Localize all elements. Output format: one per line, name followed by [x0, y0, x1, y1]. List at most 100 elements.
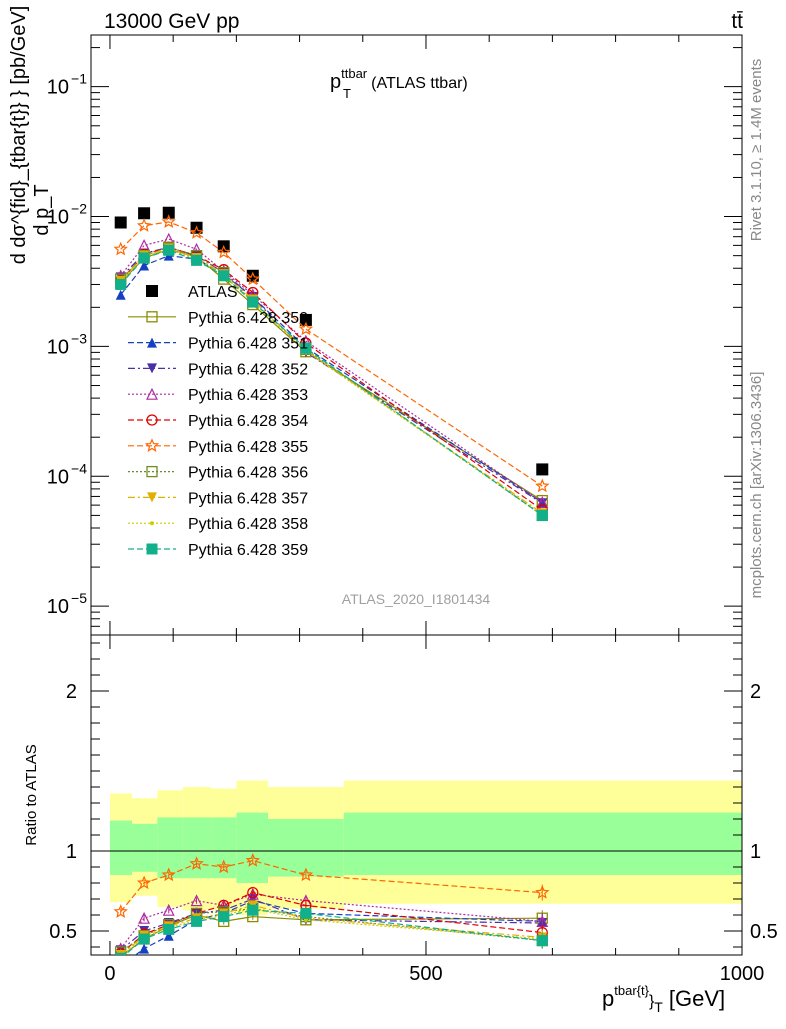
legend: ATLAS Pythia 6.428 350 Pythia 6.428 351 Pyt…	[128, 284, 308, 559]
data-point	[216, 244, 231, 259]
data-point	[299, 313, 312, 326]
ratio-series-line	[120, 891, 543, 954]
ratio-bands	[109, 780, 742, 915]
legend-label: Pythia 6.428 353	[188, 387, 308, 404]
ratio-data-point	[298, 867, 314, 882]
ratio-series-line	[121, 907, 543, 955]
ratio-series-line	[120, 898, 543, 951]
legend-label: Pythia 6.428 355	[188, 439, 308, 456]
ratio-data-point	[190, 894, 203, 907]
series-line	[120, 249, 543, 516]
ratio-y-axis-label: Ratio to ATLAS	[23, 744, 40, 845]
series-line	[120, 247, 543, 514]
header-left: 13000 GeV pp	[104, 10, 239, 33]
y-tick-label: 10 −2	[47, 201, 87, 229]
data-point	[247, 296, 259, 308]
ratio-data-point	[247, 904, 259, 916]
x-axis-label: ptbar{t}}T [GeV]	[602, 983, 725, 1015]
x-axis-label-unit: [GeV]	[669, 986, 725, 1011]
ratio-series-pythia-6-428-357	[115, 900, 548, 955]
data-point	[535, 478, 550, 493]
data-point	[163, 244, 175, 256]
ratio-data-point	[536, 935, 548, 947]
data-point	[300, 342, 312, 354]
ratio-data-point	[245, 853, 260, 867]
ratio-y-tick-label-left: 2	[66, 681, 77, 703]
data-point	[114, 216, 127, 229]
series-line	[120, 248, 543, 515]
ratio-y-tick-label-right: 2	[750, 681, 761, 703]
ratio-data-point	[138, 933, 150, 945]
data-point	[139, 260, 150, 271]
ratio-data-point	[216, 859, 231, 874]
analysis-id: ATLAS_2020_I1801434	[342, 591, 491, 607]
ratio-data-point	[163, 923, 175, 935]
data-point	[115, 289, 126, 300]
ratio-data-point	[139, 943, 150, 954]
main-series-pythia-6-428-358	[118, 247, 545, 517]
x-tick-label: 1000	[720, 963, 765, 985]
main-ticks: 10−5 10−4 10−3 10−2 10−1	[47, 35, 743, 636]
ratio-data-point	[162, 903, 175, 916]
main-series-pythia-6-428-356	[115, 241, 548, 522]
legend-marker	[147, 492, 157, 503]
ratio-data-point	[115, 952, 127, 955]
ratio-series-pythia-6-428-355	[113, 853, 550, 918]
uncertainty-band-green	[236, 812, 268, 883]
legend-marker	[146, 543, 158, 555]
ratio-y-tick-label-right: 1	[750, 841, 761, 863]
legend-marker	[146, 387, 158, 400]
y-axis-label-main: d dσ^{fid}_{tbar{t}} } [pb/GeV]	[8, 6, 30, 265]
legend-label: Pythia 6.428 357	[188, 490, 308, 507]
series-line	[120, 238, 543, 503]
legend-label: Pythia 6.428 352	[188, 361, 308, 378]
x-tick-label: 500	[409, 963, 442, 985]
x-axis-label-base: p	[602, 986, 614, 1011]
main-series-pythia-6-428-353	[114, 232, 549, 508]
ratio-series-line	[134, 899, 543, 955]
ratio-ticks: 0.5 0.5 1 1 2 2 0 500 1000	[49, 635, 778, 985]
legend-label: Pythia 6.428 351	[188, 336, 308, 353]
main-panel: 10−5 10−4 10−3 10−2 10−1 pttbar(ATLAS ttbar)…	[8, 6, 743, 636]
ratio-data-point	[189, 856, 204, 870]
x-tick-label: 0	[104, 963, 115, 985]
legend-marker	[144, 438, 160, 452]
uncertainty-band-green	[343, 812, 742, 875]
data-point	[162, 206, 175, 219]
data-point	[136, 218, 152, 232]
ratio-series-line	[121, 914, 543, 955]
ratio-data-point	[163, 930, 174, 941]
x-axis-label-sup: tbar{t}	[614, 983, 649, 998]
main-series-atlas	[114, 206, 549, 476]
uncertainty-band-green	[109, 820, 133, 875]
ratio-series-pythia-6-428-358	[119, 905, 545, 955]
plot-title-sup: ttbar	[341, 66, 368, 81]
ratio-plot-frame	[90, 634, 743, 956]
data-point	[218, 270, 230, 282]
main-series	[113, 206, 550, 522]
data-point	[138, 207, 151, 220]
uncertainty-band-green	[132, 823, 158, 872]
ratio-data-point	[246, 887, 259, 900]
series-line	[120, 221, 543, 487]
data-point	[113, 241, 128, 256]
data-point	[537, 498, 548, 509]
legend-marker	[147, 363, 157, 374]
legend-label: Pythia 6.428 354	[188, 413, 308, 430]
y-tick-label: 10 −4	[47, 460, 87, 488]
ratio-data-point	[218, 911, 230, 923]
plot-title-main: p	[330, 71, 341, 93]
data-point	[536, 496, 549, 508]
y-axis-label-denominator: d p_T	[31, 184, 53, 235]
x-axis-label-tail: }	[649, 993, 655, 1010]
main-series-pythia-6-428-351	[115, 250, 548, 508]
ratio-data-point	[115, 946, 127, 955]
series-line	[120, 246, 543, 516]
ratio-series-pythia-6-428-350	[115, 909, 548, 955]
data-point	[536, 509, 548, 521]
data-point	[161, 214, 176, 228]
legend-label: Pythia 6.428 359	[188, 542, 308, 559]
ratio-panel: 0.5 0.5 1 1 2 2 0 500 1000 Ratio to ATLAS	[23, 634, 778, 985]
y-tick-label: 10 −3	[47, 330, 87, 358]
ratio-series-pythia-6-428-356	[115, 902, 548, 955]
